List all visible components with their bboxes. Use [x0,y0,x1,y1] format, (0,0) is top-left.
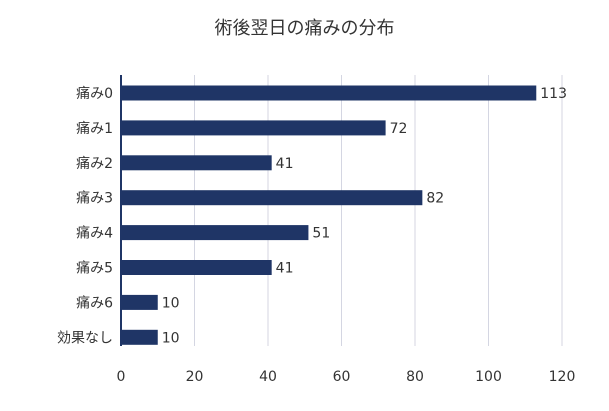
bar [121,329,158,345]
category-label: 痛み2 [76,155,113,172]
bar [121,120,386,136]
category-label: 痛み4 [76,225,113,242]
x-tick-label: 80 [406,369,424,385]
category-label: 痛み0 [76,85,113,102]
data-label: 10 [162,295,180,311]
data-label: 10 [162,330,180,346]
x-tick-label: 20 [186,369,204,385]
category-labels: 痛み0 痛み1 痛み2 痛み3 痛み4 痛み5 痛み6 効果なし [57,85,113,346]
data-label: 72 [390,121,408,137]
x-tick-label: 60 [333,369,351,385]
category-label: 痛み5 [76,260,113,277]
bars [121,85,537,345]
data-label: 82 [426,191,444,207]
x-tick-label: 0 [117,369,126,385]
category-label: 痛み3 [76,190,113,207]
data-label: 41 [276,156,294,172]
bar [121,225,309,241]
bar [121,190,423,206]
bar [121,294,158,310]
data-label: 41 [276,261,294,277]
category-label: 痛み1 [76,120,113,137]
bar [121,260,272,275]
bar [121,85,537,101]
x-tick-label: 100 [475,369,502,385]
x-tick-label: 40 [259,369,277,385]
chart-title: 術後翌日の痛みの分布 [214,18,395,39]
grid-lines [194,75,563,346]
category-label: 痛み6 [76,294,113,311]
bar [121,155,272,171]
category-label: 効果なし [57,330,113,346]
x-axis-tick-labels: 0 20 40 60 80 100 120 [117,369,576,385]
x-tick-label: 120 [549,369,576,385]
data-label: 113 [540,86,567,102]
data-labels: 113 72 41 82 51 41 10 10 [162,86,567,346]
data-label: 51 [312,226,330,242]
